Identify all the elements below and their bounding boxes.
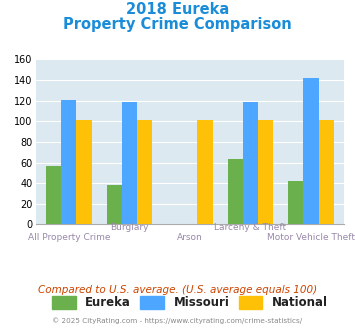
Text: Larceny & Theft: Larceny & Theft	[214, 223, 286, 232]
Legend: Eureka, Missouri, National: Eureka, Missouri, National	[47, 292, 333, 314]
Text: Compared to U.S. average. (U.S. average equals 100): Compared to U.S. average. (U.S. average …	[38, 285, 317, 295]
Bar	[122, 102, 137, 224]
Text: All Property Crime: All Property Crime	[28, 233, 110, 242]
Text: Arson: Arson	[177, 233, 203, 242]
Text: Motor Vehicle Theft: Motor Vehicle Theft	[267, 233, 355, 242]
Text: © 2025 CityRating.com - https://www.cityrating.com/crime-statistics/: © 2025 CityRating.com - https://www.city…	[53, 317, 302, 324]
Bar	[76, 120, 92, 224]
Text: Burglary: Burglary	[110, 223, 149, 232]
Bar	[304, 78, 319, 224]
Bar	[197, 120, 213, 224]
Text: Property Crime Comparison: Property Crime Comparison	[63, 16, 292, 31]
Text: 2018 Eureka: 2018 Eureka	[126, 2, 229, 16]
Bar	[228, 159, 243, 224]
Bar	[61, 100, 76, 224]
Bar	[46, 166, 61, 224]
Bar	[288, 181, 304, 224]
Bar	[243, 102, 258, 224]
Bar	[106, 185, 122, 224]
Bar	[319, 120, 334, 224]
Bar	[137, 120, 152, 224]
Bar	[258, 120, 273, 224]
